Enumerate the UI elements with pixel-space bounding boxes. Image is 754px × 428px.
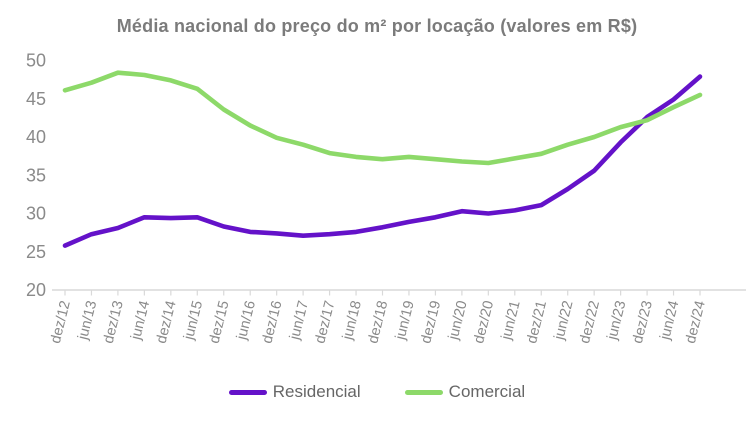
y-tick-label-25: 25 — [26, 242, 46, 262]
series-line-residencial — [62, 74, 703, 248]
y-tick-label-20: 20 — [26, 280, 46, 300]
y-tick-label-50: 50 — [26, 51, 46, 71]
x-tick-label-jun-14: jun/14 — [128, 299, 153, 342]
x-tick-label-dez-18: dez/18 — [365, 299, 391, 345]
y-tick-label-40: 40 — [26, 127, 46, 147]
x-tick-label-jun-20: jun/20 — [445, 299, 470, 342]
x-tick-label-dez-24: dez/24 — [683, 299, 709, 345]
x-tick-label-jun-21: jun/21 — [498, 299, 523, 342]
x-tick-label-dez-13: dez/13 — [101, 299, 127, 345]
comercial-line-swatch — [404, 389, 443, 395]
y-tick-label-30: 30 — [26, 204, 46, 224]
x-tick-label-dez-12: dez/12 — [48, 299, 74, 345]
y-tick-label-45: 45 — [26, 89, 46, 109]
chart-title: Média nacional do preço do m² por locaçã… — [116, 16, 638, 36]
x-tick-label-jun-15: jun/15 — [181, 299, 206, 342]
x-tick-label-dez-17: dez/17 — [312, 299, 338, 345]
x-tick-label-jun-13: jun/13 — [75, 299, 100, 342]
y-tick-label-35: 35 — [26, 165, 46, 185]
x-tick-label-dez-21: dez/21 — [524, 299, 550, 345]
x-tick-label-dez-20: dez/20 — [471, 299, 497, 345]
x-tick-label-dez-16: dez/16 — [259, 299, 285, 345]
legend-item-residencial: Residencial — [228, 382, 361, 402]
x-tick-label-jun-19: jun/19 — [393, 299, 418, 342]
series-line-comercial — [62, 70, 703, 166]
legend-label-residencial: Residencial — [272, 382, 361, 401]
x-tick-label-jun-18: jun/18 — [340, 299, 365, 342]
x-tick-label-dez-23: dez/23 — [630, 299, 656, 345]
x-tick-label-jun-22: jun/22 — [551, 299, 576, 342]
legend-label-comercial: Comercial — [448, 382, 526, 401]
x-tick-label-dez-14: dez/14 — [154, 299, 180, 345]
x-tick-label-dez-22: dez/22 — [577, 299, 603, 345]
x-tick-label-dez-15: dez/15 — [207, 299, 233, 345]
x-tick-label-jun-16: jun/16 — [234, 299, 259, 342]
x-tick-label-jun-23: jun/23 — [604, 299, 629, 342]
x-tick-label-jun-24: jun/24 — [657, 299, 682, 342]
x-tick-label-jun-17: jun/17 — [287, 299, 312, 342]
chart-legend: Residencial Comercial — [0, 382, 754, 402]
legend-item-comercial: Comercial — [404, 382, 526, 402]
residencial-line-swatch — [228, 389, 267, 395]
x-tick-label-dez-19: dez/19 — [418, 299, 444, 345]
